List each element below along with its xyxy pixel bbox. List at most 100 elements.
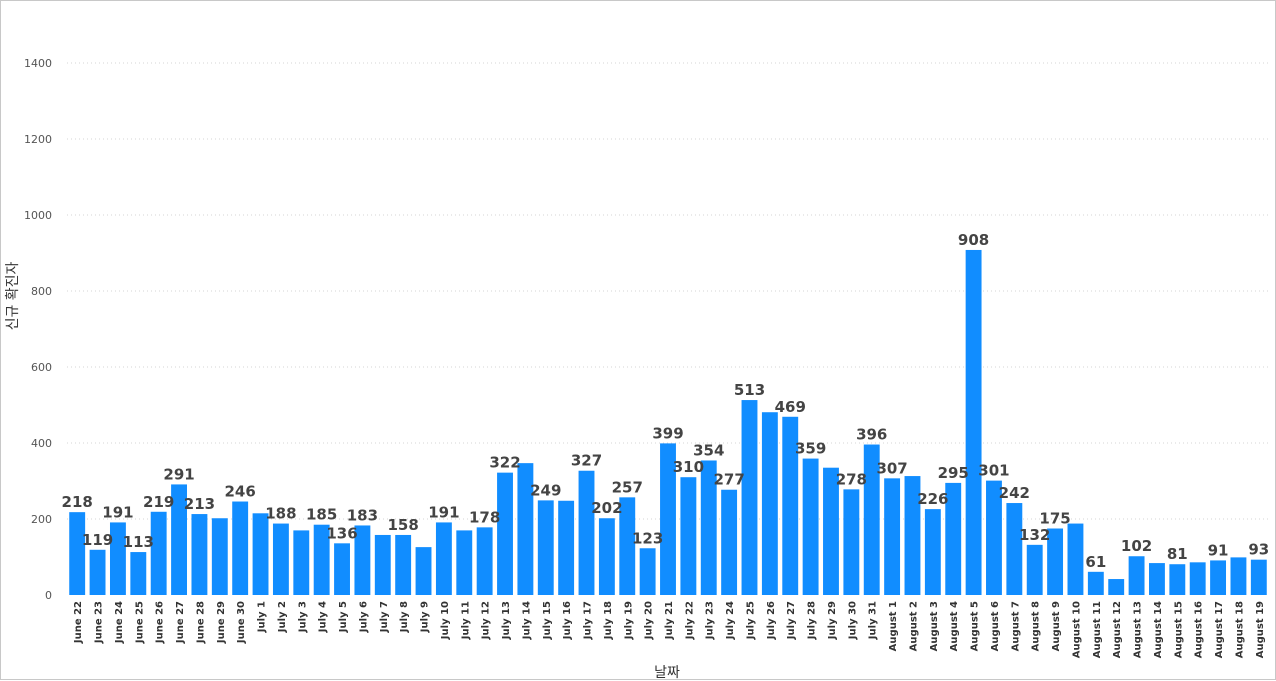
bar[interactable] bbox=[537, 500, 554, 595]
x-tick-label: July 28 bbox=[807, 601, 818, 640]
x-tick-label: July 20 bbox=[644, 601, 655, 640]
bar[interactable] bbox=[1087, 571, 1104, 595]
x-tick-label: June 29 bbox=[216, 601, 227, 644]
data-label: 178 bbox=[469, 508, 500, 526]
bar[interactable] bbox=[578, 470, 595, 595]
bar[interactable] bbox=[904, 476, 921, 595]
y-axis-ticks: 0 200 400 600 800 1000 1200 1400 bbox=[24, 57, 52, 602]
x-tick-label: July 14 bbox=[521, 601, 532, 640]
bar[interactable] bbox=[1250, 559, 1267, 595]
x-tick-label: June 27 bbox=[175, 601, 186, 644]
x-tick-label: August 1 bbox=[888, 601, 899, 651]
bar[interactable] bbox=[721, 489, 738, 595]
bar[interactable] bbox=[639, 548, 656, 595]
bar[interactable] bbox=[965, 249, 982, 595]
bar[interactable] bbox=[761, 412, 778, 595]
y-tick-label: 1400 bbox=[24, 57, 52, 70]
bar[interactable] bbox=[211, 518, 228, 595]
bars bbox=[69, 249, 1267, 596]
bar[interactable] bbox=[354, 525, 371, 595]
bar[interactable] bbox=[334, 543, 350, 595]
bar[interactable] bbox=[1067, 523, 1084, 595]
bar[interactable] bbox=[823, 467, 839, 595]
data-label: 158 bbox=[387, 516, 418, 534]
bar[interactable] bbox=[374, 534, 391, 595]
x-tick-label: July 24 bbox=[725, 601, 736, 640]
bar[interactable] bbox=[1128, 556, 1145, 595]
bar[interactable] bbox=[884, 478, 901, 595]
bar[interactable] bbox=[191, 514, 208, 595]
bar[interactable] bbox=[313, 524, 330, 595]
x-tick-label: July 5 bbox=[338, 601, 349, 633]
bar[interactable] bbox=[598, 518, 615, 595]
data-label: 102 bbox=[1121, 537, 1152, 555]
x-tick-label: June 24 bbox=[114, 601, 125, 644]
x-tick-label: August 9 bbox=[1051, 601, 1062, 651]
x-tick-label: August 14 bbox=[1153, 601, 1164, 658]
bar[interactable] bbox=[1026, 544, 1043, 595]
bar[interactable] bbox=[395, 534, 412, 595]
bar[interactable] bbox=[89, 549, 106, 595]
x-tick-label: August 2 bbox=[908, 601, 919, 651]
bar[interactable] bbox=[69, 512, 86, 595]
data-label: 301 bbox=[978, 462, 1009, 480]
bar[interactable] bbox=[1108, 579, 1125, 595]
bar[interactable] bbox=[924, 509, 941, 595]
x-tick-label: August 3 bbox=[929, 601, 940, 651]
bar[interactable] bbox=[619, 497, 636, 595]
bar[interactable] bbox=[232, 501, 249, 595]
bar[interactable] bbox=[660, 443, 676, 595]
data-label: 310 bbox=[673, 458, 704, 476]
bar[interactable] bbox=[558, 500, 575, 595]
bar[interactable] bbox=[435, 522, 452, 595]
bar[interactable] bbox=[517, 463, 534, 595]
bar[interactable] bbox=[1230, 557, 1247, 595]
data-label: 257 bbox=[612, 478, 643, 496]
bar[interactable] bbox=[986, 480, 1002, 595]
bar[interactable] bbox=[843, 489, 860, 595]
x-tick-label: July 12 bbox=[481, 601, 492, 640]
x-tick-label: July 29 bbox=[827, 601, 838, 640]
x-tick-label: August 6 bbox=[990, 601, 1001, 651]
x-axis-ticks: June 22 June 23 June 24 June 25 June 26 June … bbox=[73, 601, 1266, 658]
x-tick-label: July 2 bbox=[277, 601, 288, 633]
x-tick-label: July 9 bbox=[420, 601, 431, 633]
bar[interactable] bbox=[252, 513, 269, 595]
bar[interactable] bbox=[1189, 562, 1206, 595]
bar[interactable] bbox=[171, 484, 187, 595]
bar[interactable] bbox=[1169, 564, 1186, 595]
x-tick-label: July 7 bbox=[379, 601, 390, 633]
x-tick-label: August 12 bbox=[1112, 601, 1123, 658]
bar[interactable] bbox=[1047, 528, 1064, 596]
bar[interactable] bbox=[700, 460, 717, 595]
x-tick-label: July 30 bbox=[847, 601, 858, 640]
bar[interactable] bbox=[863, 444, 880, 595]
bar[interactable] bbox=[497, 472, 513, 595]
x-tick-label: July 27 bbox=[786, 601, 797, 640]
bar[interactable] bbox=[130, 552, 147, 595]
data-label: 399 bbox=[652, 424, 683, 442]
data-label: 61 bbox=[1085, 553, 1106, 571]
data-label: 191 bbox=[428, 503, 459, 521]
x-tick-label: August 19 bbox=[1255, 601, 1266, 658]
bar[interactable] bbox=[802, 458, 819, 595]
bar[interactable] bbox=[272, 523, 289, 595]
bar[interactable] bbox=[1210, 560, 1227, 595]
x-tick-label: August 17 bbox=[1214, 601, 1225, 658]
bar[interactable] bbox=[1006, 503, 1023, 595]
bar[interactable] bbox=[150, 511, 167, 595]
bar[interactable] bbox=[109, 522, 126, 595]
bar[interactable] bbox=[680, 477, 697, 595]
bar[interactable] bbox=[945, 482, 962, 595]
bar[interactable] bbox=[476, 527, 493, 595]
bar[interactable] bbox=[782, 416, 799, 595]
bar[interactable] bbox=[1149, 563, 1165, 595]
bar[interactable] bbox=[741, 400, 758, 595]
bar[interactable] bbox=[293, 530, 310, 595]
x-tick-label: July 4 bbox=[318, 601, 329, 633]
bar[interactable] bbox=[456, 530, 473, 595]
bar[interactable] bbox=[415, 547, 432, 595]
data-label: 295 bbox=[938, 464, 969, 482]
